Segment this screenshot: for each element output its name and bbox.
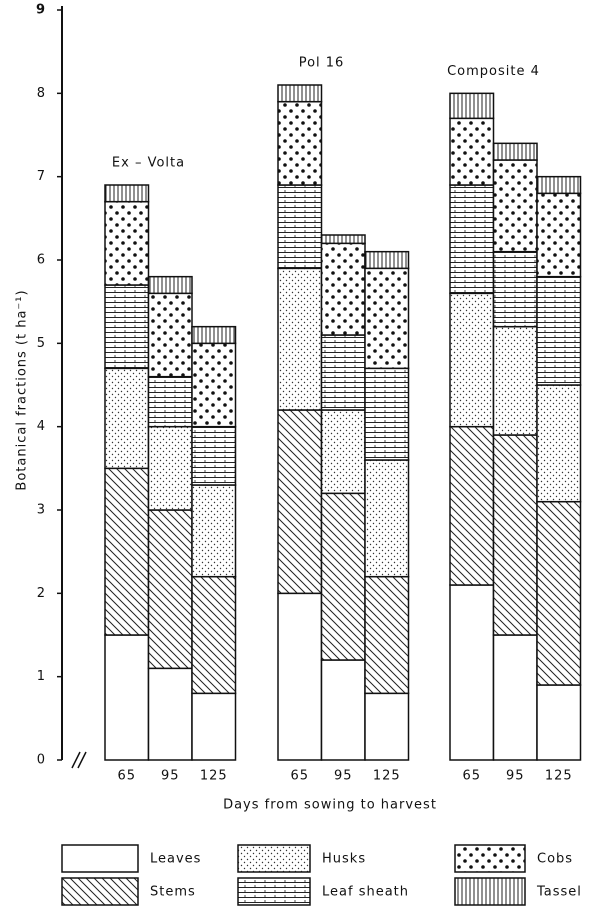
x-axis-label: Days from sowing to harvest [223, 798, 437, 813]
bar-segment [364, 367, 410, 461]
bar-segment [492, 434, 538, 636]
y-tick-label: 9 [36, 3, 46, 18]
bar-segment [320, 242, 366, 336]
y-tick-label: 4 [37, 419, 46, 434]
bar-segment [191, 692, 237, 761]
x-tick-label: 65 [462, 769, 481, 784]
y-tick-label: 5 [37, 336, 46, 351]
y-tick-label: 8 [37, 86, 46, 101]
legend-swatch [237, 844, 311, 873]
legend-swatch [454, 877, 526, 906]
bar-segment [147, 425, 193, 511]
group-label: Pol 16 [299, 56, 345, 71]
bar-segment [364, 575, 410, 695]
bar-segment [277, 184, 323, 270]
bar-segment [277, 100, 323, 186]
bar-segment [536, 175, 582, 195]
legend-swatch [454, 844, 526, 873]
bar-segment [147, 667, 193, 761]
bar-segment [191, 484, 237, 578]
legend-label: Leaves [150, 852, 201, 867]
bar-segment [320, 492, 366, 661]
y-tick-label: 2 [37, 586, 46, 601]
bar-segment [191, 325, 237, 345]
x-tick-label: 125 [373, 769, 401, 784]
legend-label: Stems [150, 885, 196, 900]
legend-label: Tassel [536, 885, 582, 900]
group-label: Ex – Volta [112, 156, 185, 171]
group-label: Composite 4 [447, 64, 540, 79]
bar-segment [364, 459, 410, 578]
bar-segment [536, 192, 582, 278]
bar-segment [147, 509, 193, 670]
bar-segment [320, 334, 366, 411]
bar-segment [277, 267, 323, 411]
bar-segment [147, 292, 193, 378]
x-tick-label: 95 [334, 769, 353, 784]
bar-segment [147, 275, 193, 295]
y-tick-label: 7 [37, 169, 46, 184]
legend-label: Husks [322, 852, 366, 867]
legend-label: Cobs [537, 852, 573, 867]
legend-swatch [61, 877, 139, 906]
bar-segment [536, 384, 582, 503]
bar-segment [104, 284, 150, 370]
x-tick-label: 65 [290, 769, 309, 784]
axis-break [71, 751, 87, 769]
bar-segment [492, 250, 538, 328]
bar-segment [104, 467, 150, 636]
bar-segment [277, 592, 323, 761]
y-axis-label: Botanical fractions (t ha⁻¹) [15, 289, 30, 490]
bar-segment [536, 684, 582, 761]
legend-label: Leaf sheath [322, 885, 409, 900]
bar-segment [492, 142, 538, 161]
y-tick-label: 6 [37, 253, 46, 268]
bar-segment [449, 184, 495, 295]
bar-segment [104, 184, 150, 203]
bar-segment [147, 375, 193, 428]
x-tick-label: 125 [200, 769, 228, 784]
bar-segment [536, 500, 582, 686]
bar-segment [449, 584, 495, 761]
bar-segment [449, 117, 495, 186]
x-tick-label: 95 [506, 769, 525, 784]
bar-segment [191, 575, 237, 695]
bar-segment [492, 634, 538, 761]
y-tick-label: 1 [37, 669, 46, 684]
bar-segment [449, 425, 495, 586]
bar-segment [104, 367, 150, 470]
bar-segment [364, 250, 410, 270]
bar-segment [492, 159, 538, 253]
bar-segment [104, 634, 150, 761]
bar-segment [364, 692, 410, 761]
y-tick-label: 3 [37, 503, 46, 518]
legend-swatch [61, 844, 139, 873]
bar-segment [320, 234, 366, 245]
bar-segment [277, 84, 323, 103]
y-tick-label: 0 [37, 753, 46, 768]
bar-segment [449, 92, 495, 120]
x-tick-label: 65 [117, 769, 136, 784]
x-tick-label: 95 [161, 769, 180, 784]
x-tick-label: 125 [545, 769, 573, 784]
bar-segment [191, 425, 237, 486]
bar-segment [277, 409, 323, 595]
legend-swatch [237, 877, 311, 906]
bar-segment [449, 292, 495, 428]
bar-segment [191, 342, 237, 428]
bar-segment [492, 325, 538, 436]
bar-segment [536, 275, 582, 386]
bar-segment [364, 267, 410, 370]
bar-segment [320, 659, 366, 761]
bar-segment [104, 200, 150, 286]
bar-segment [320, 409, 366, 495]
